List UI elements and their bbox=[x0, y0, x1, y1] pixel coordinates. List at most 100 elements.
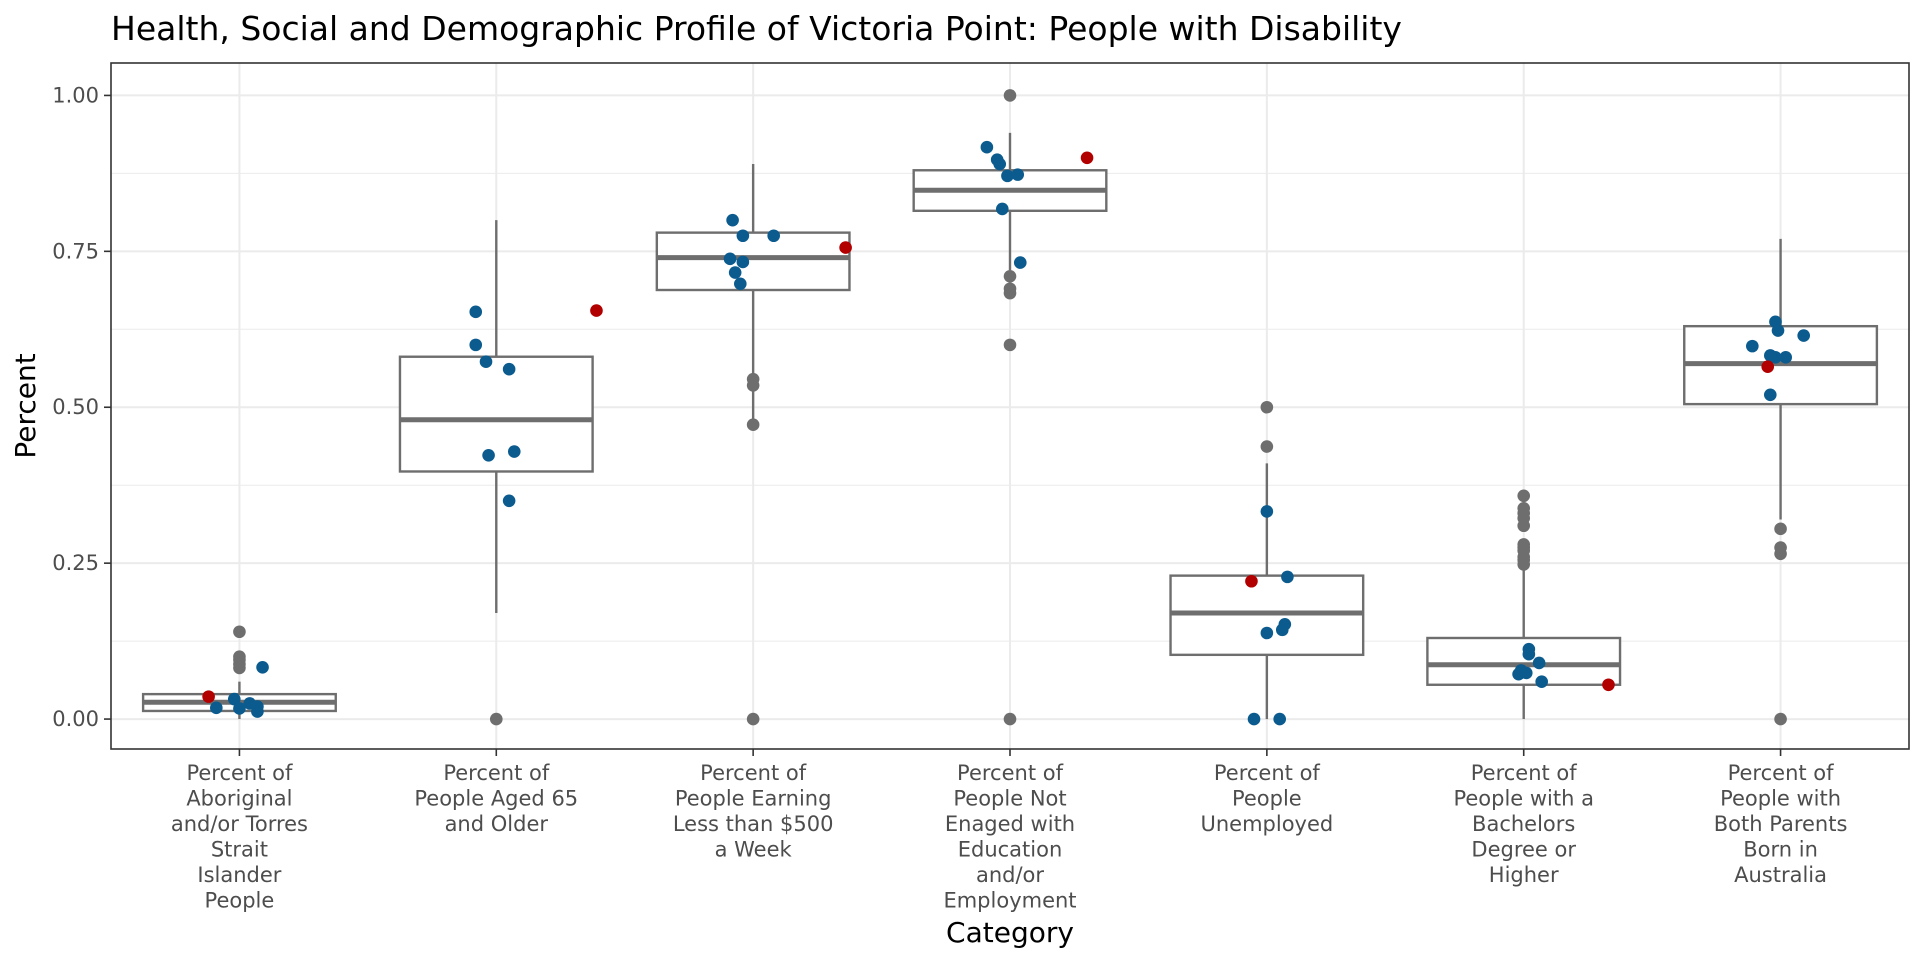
neighbour-point bbox=[1519, 666, 1533, 680]
x-tick-label-line: People with a bbox=[1453, 787, 1594, 811]
x-tick-label: Percent of People with a Bachelors Degree o… bbox=[1453, 761, 1594, 887]
outlier-point bbox=[1003, 286, 1017, 300]
outlier-point bbox=[1260, 440, 1274, 453]
neighbour-point bbox=[1001, 169, 1014, 183]
x-tick-label-line: and/or bbox=[976, 863, 1044, 887]
neighbour-point bbox=[1247, 712, 1261, 726]
neighbour-point bbox=[256, 661, 269, 674]
x-tick-label-line: Higher bbox=[1489, 863, 1559, 887]
neighbour-point bbox=[1013, 256, 1027, 269]
x-tick-label-line: People bbox=[205, 889, 275, 913]
outlier-point bbox=[1003, 338, 1017, 352]
x-tick-label-line: Percent of bbox=[1214, 761, 1321, 785]
x-tick-label-line: Percent of bbox=[1728, 761, 1835, 785]
boxplot-6 bbox=[1683, 238, 1879, 726]
neighbour-point bbox=[1746, 339, 1759, 353]
neighbour-point bbox=[995, 202, 1009, 216]
x-tick-label-line: People bbox=[1232, 787, 1302, 811]
neighbour-point bbox=[1535, 675, 1548, 688]
neighbour-point bbox=[1797, 329, 1810, 342]
x-tick-label-line: Unemployed bbox=[1200, 812, 1333, 836]
outlier-point bbox=[1517, 558, 1531, 571]
highlight-point bbox=[202, 690, 215, 703]
neighbour-point bbox=[1532, 656, 1546, 670]
box bbox=[655, 231, 851, 292]
neighbour-point bbox=[1273, 712, 1286, 726]
x-tick-label-line: Percent of bbox=[957, 761, 1064, 785]
neighbour-point bbox=[502, 494, 516, 508]
outlier-point bbox=[1260, 400, 1274, 414]
x-tick-label-line: Education bbox=[958, 838, 1063, 862]
x-tick-label-line: Both Parents bbox=[1714, 812, 1848, 836]
y-tick-label: 1.00 bbox=[52, 83, 99, 107]
neighbour-point bbox=[502, 362, 516, 376]
box bbox=[398, 355, 594, 473]
y-axis: 0.00 0.25 0.50 0.75 1.00 bbox=[52, 83, 111, 731]
x-tick-label-line: People Earning bbox=[675, 787, 832, 811]
y-tick-label: 0.00 bbox=[52, 707, 99, 731]
neighbour-point bbox=[469, 305, 483, 319]
neighbour-point bbox=[726, 213, 739, 227]
x-tick-label: Percent of Aboriginal and/or Torres Strait I… bbox=[171, 761, 308, 913]
boxplot-2 bbox=[655, 164, 851, 726]
x-tick-label-line: Employment bbox=[943, 889, 1076, 913]
x-tick-label-line: Less than $500 bbox=[673, 812, 834, 836]
y-axis-title: Percent bbox=[9, 353, 42, 458]
neighbour-point bbox=[767, 229, 780, 243]
neighbour-point bbox=[469, 338, 483, 352]
outlier-point bbox=[1774, 547, 1787, 561]
neighbour-point bbox=[1281, 570, 1294, 584]
data-points bbox=[202, 140, 1810, 726]
outlier-point bbox=[489, 712, 503, 726]
outlier-point bbox=[746, 379, 760, 392]
x-tick-label: Percent of People Not Enaged with Education… bbox=[943, 761, 1076, 913]
outlier-point bbox=[746, 712, 760, 726]
neighbour-point bbox=[728, 266, 742, 279]
outlier-point bbox=[1003, 269, 1017, 283]
y-tick-label: 0.50 bbox=[52, 395, 99, 419]
highlight-point bbox=[839, 241, 852, 254]
x-tick-label-line: a Week bbox=[715, 838, 793, 862]
neighbour-point bbox=[1771, 324, 1785, 337]
neighbour-point bbox=[734, 277, 747, 291]
outlier-point bbox=[1774, 522, 1787, 536]
neighbour-point bbox=[479, 355, 493, 369]
neighbour-point bbox=[227, 692, 241, 706]
outlier-point bbox=[1517, 489, 1531, 503]
neighbour-point bbox=[1260, 505, 1274, 518]
neighbour-point bbox=[482, 448, 495, 462]
x-tick-label: Percent of People Aged 65 and Older bbox=[414, 761, 578, 836]
boxplot-1 bbox=[398, 220, 594, 726]
x-tick-label: Percent of People Unemployed bbox=[1200, 761, 1333, 836]
x-tick-label: Percent of People with Both Parents Born in… bbox=[1714, 761, 1848, 887]
neighbour-point bbox=[980, 140, 994, 154]
x-tick-label-line: People Not bbox=[953, 787, 1066, 811]
outlier-point bbox=[746, 418, 760, 432]
neighbour-point bbox=[233, 702, 246, 715]
highlight-point bbox=[590, 304, 603, 317]
neighbour-point bbox=[1275, 623, 1289, 637]
highlight-point bbox=[1602, 678, 1615, 692]
x-tick-label-line: and Older bbox=[445, 812, 549, 836]
highlight-point bbox=[1245, 574, 1258, 588]
neighbour-point bbox=[251, 705, 264, 718]
x-tick-label-line: Strait bbox=[211, 838, 268, 862]
x-tick-label-line: People with bbox=[1720, 787, 1841, 811]
neighbour-point bbox=[1522, 647, 1536, 661]
outlier-point bbox=[1003, 712, 1017, 726]
x-tick-label-line: Born in bbox=[1743, 838, 1818, 862]
x-tick-label-line: Percent of bbox=[1471, 761, 1578, 785]
neighbour-point bbox=[993, 157, 1007, 171]
x-tick-label-line: Aboriginal bbox=[186, 787, 292, 811]
x-tick-label-line: and/or Torres bbox=[171, 812, 308, 836]
x-tick-label-line: Percent of bbox=[443, 761, 550, 785]
neighbour-point bbox=[210, 701, 223, 715]
x-tick-label-line: Enaged with bbox=[945, 812, 1075, 836]
outlier-point bbox=[1003, 89, 1017, 102]
y-tick-label: 0.25 bbox=[52, 551, 99, 575]
outlier-point bbox=[233, 661, 246, 675]
highlight-point bbox=[1761, 360, 1775, 374]
x-tick-label-line: Degree or bbox=[1471, 838, 1576, 862]
